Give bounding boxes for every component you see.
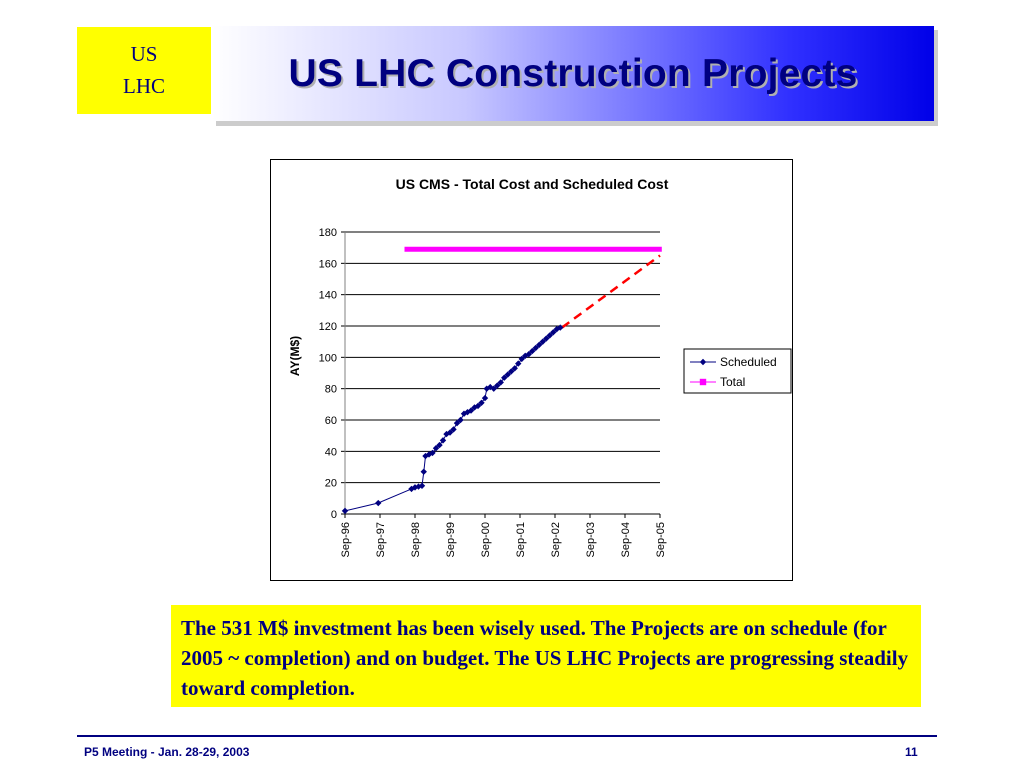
y-tick-label: 140	[319, 290, 337, 302]
data-point	[446, 429, 454, 436]
data-point	[460, 410, 468, 417]
data-point	[511, 365, 518, 372]
legend-label: Scheduled	[720, 355, 777, 369]
data-point	[436, 441, 443, 449]
footer-divider	[77, 735, 937, 737]
logo-box: US LHC	[77, 27, 211, 114]
data-point	[501, 374, 508, 381]
data-point	[532, 344, 539, 352]
data-point	[504, 371, 511, 378]
data-point	[375, 499, 382, 507]
chart-axes: 0 20 40 60 80 100 120 140 160 180 Sep-96 Sep-97 Sep-…	[319, 227, 667, 557]
x-tick-label: Sep-99	[445, 522, 457, 557]
legend-marker	[699, 358, 707, 366]
x-tick-label: Sep-04	[620, 522, 632, 557]
y-tick-label: 160	[319, 258, 337, 270]
data-point	[453, 419, 461, 427]
x-tick-label: Sep-00	[480, 522, 492, 557]
x-tick-label: Sep-97	[375, 522, 387, 557]
y-tick-label: 0	[331, 509, 337, 521]
logo-line-1: US	[130, 42, 158, 66]
title-bar: US LHC Construction Projects	[212, 26, 934, 121]
x-tick-label: Sep-03	[585, 522, 597, 557]
data-point	[481, 394, 489, 402]
chart-legend: Scheduled Total	[683, 348, 792, 394]
data-point	[543, 335, 550, 342]
y-tick-label: 60	[325, 415, 337, 427]
data-point	[546, 332, 553, 339]
data-point	[432, 445, 440, 452]
x-tick-label: Sep-98	[410, 522, 422, 557]
data-point	[550, 329, 557, 336]
data-point	[497, 379, 504, 386]
data-point	[411, 484, 419, 491]
data-point	[525, 351, 532, 358]
data-point	[443, 430, 450, 438]
legend-label: Total	[720, 375, 745, 389]
data-point	[474, 402, 482, 410]
y-tick-label: 100	[319, 352, 337, 364]
data-point	[425, 451, 433, 458]
logo-line-2: LHC	[123, 73, 165, 98]
chart-frame: US CMS - Total Cost and Scheduled Cost A…	[270, 159, 793, 581]
x-tick-label: Sep-02	[550, 522, 562, 557]
data-point	[522, 352, 529, 359]
data-point	[439, 437, 447, 444]
data-point	[539, 338, 546, 345]
y-tick-label: 20	[325, 478, 337, 490]
chart: US CMS - Total Cost and Scheduled Cost A…	[288, 176, 792, 557]
data-point	[529, 347, 536, 355]
slide-title: US LHC Construction Projects	[288, 51, 858, 95]
data-point	[494, 382, 501, 389]
data-point	[420, 468, 427, 475]
x-tick-label: Sep-01	[515, 522, 527, 557]
chart-grid	[345, 231, 660, 484]
data-point	[450, 426, 457, 433]
data-point	[515, 360, 522, 367]
data-point	[557, 324, 564, 331]
data-point	[429, 449, 436, 457]
legend-marker	[699, 378, 707, 386]
y-tick-label: 80	[325, 384, 337, 396]
data-point	[478, 399, 485, 406]
page-number: 11	[905, 745, 918, 759]
data-point	[467, 407, 475, 414]
y-tick-label: 120	[319, 321, 337, 333]
y-axis-label: AY(M$)	[288, 336, 302, 376]
data-point	[508, 368, 515, 375]
data-point	[536, 341, 543, 348]
footer-meeting: P5 Meeting - Jan. 28-29, 2003	[84, 745, 250, 759]
y-tick-label: 180	[319, 227, 337, 239]
data-point	[418, 482, 426, 489]
x-tick-label: Sep-96	[340, 522, 352, 557]
data-point	[490, 385, 497, 392]
data-point	[415, 483, 422, 490]
data-point	[518, 355, 525, 363]
data-point	[341, 507, 349, 515]
x-tick-label: Sep-05	[655, 522, 667, 557]
y-tick-label: 40	[325, 446, 337, 458]
legend-box	[683, 348, 792, 394]
summary-callout: The 531 M$ investment has been wisely us…	[171, 605, 921, 707]
projection-line	[561, 254, 661, 329]
chart-series	[341, 246, 662, 515]
chart-title: US CMS - Total Cost and Scheduled Cost	[396, 176, 669, 192]
data-point	[457, 416, 464, 424]
